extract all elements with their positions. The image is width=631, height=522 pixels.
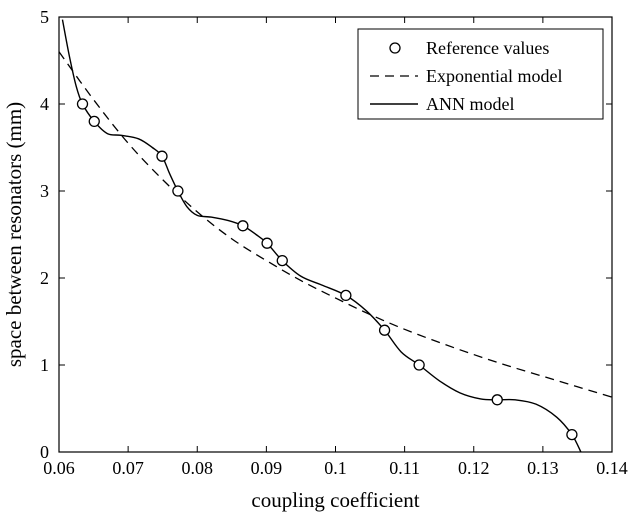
x-tick-label: 0.1 [324,458,347,478]
reference-point [237,220,249,232]
x-tick-label: 0.08 [182,458,214,478]
reference-point [491,394,503,406]
ann-model-line [61,19,582,452]
x-tick-label: 0.13 [527,458,559,478]
y-tick-label: 4 [40,94,49,114]
y-axis-label: space between resonators (mm) [2,102,26,367]
y-tick-label: 1 [40,355,49,375]
reference-point [76,98,89,110]
series-lines [59,19,612,452]
reference-point [156,150,168,162]
legend-label: Exponential model [426,66,562,86]
reference-point [88,115,100,128]
legend-marker-reference [389,42,401,54]
x-tick-label: 0.12 [458,458,490,478]
x-tick-label: 0.06 [43,458,75,478]
legend-label: ANN model [426,94,515,114]
reference-point [566,428,578,441]
y-tick-label: 5 [40,7,49,27]
reference-point [413,359,425,371]
reference-point [340,289,352,302]
y-tick-label: 0 [40,442,49,462]
y-tick-label: 2 [40,268,49,288]
exponential-model-line [59,51,612,398]
x-tick-label: 0.09 [251,458,283,478]
reference-point [378,324,391,336]
y-tick-label: 3 [40,181,49,201]
reference-point [261,237,273,249]
x-tick-label: 0.11 [389,458,420,478]
reference-point [172,185,184,197]
x-tick-label: 0.14 [596,458,628,478]
x-tick-label: 0.07 [112,458,144,478]
legend-label: Reference values [426,38,549,58]
x-axis-label: coupling coefficient [251,488,419,512]
reference-point [276,254,288,267]
